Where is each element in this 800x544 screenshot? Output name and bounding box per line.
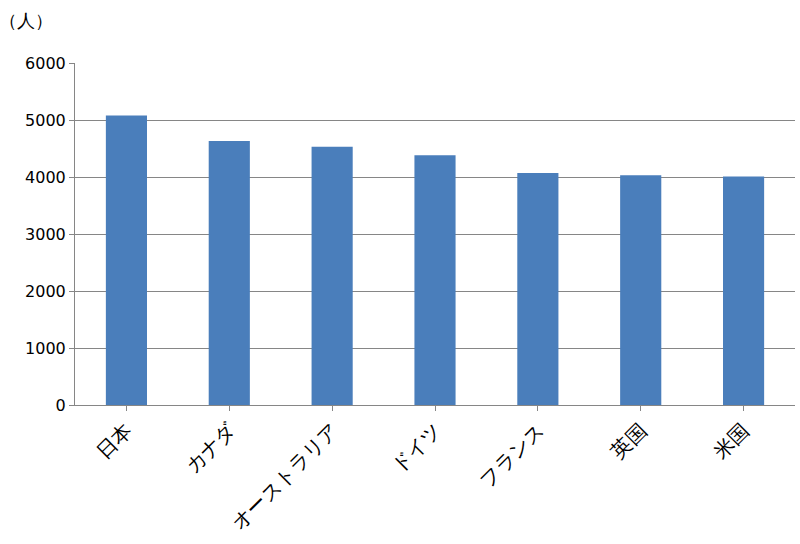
svg-text:英国: 英国 — [606, 419, 651, 464]
svg-text:2000: 2000 — [25, 282, 66, 301]
svg-text:日本: 日本 — [92, 419, 137, 464]
svg-text:0: 0 — [56, 396, 66, 415]
svg-text:3000: 3000 — [25, 225, 66, 244]
svg-text:オーストラリア: オーストラリア — [227, 419, 343, 535]
svg-text:1000: 1000 — [25, 339, 66, 358]
svg-text:ドイツ: ドイツ — [386, 419, 445, 478]
svg-text:米国: 米国 — [709, 419, 754, 464]
svg-text:（人）: （人） — [0, 10, 53, 31]
svg-text:フランス: フランス — [475, 419, 549, 493]
svg-text:4000: 4000 — [25, 168, 66, 187]
svg-text:5000: 5000 — [25, 111, 66, 130]
svg-text:6000: 6000 — [25, 54, 66, 73]
svg-text:カナダ: カナダ — [180, 418, 240, 478]
